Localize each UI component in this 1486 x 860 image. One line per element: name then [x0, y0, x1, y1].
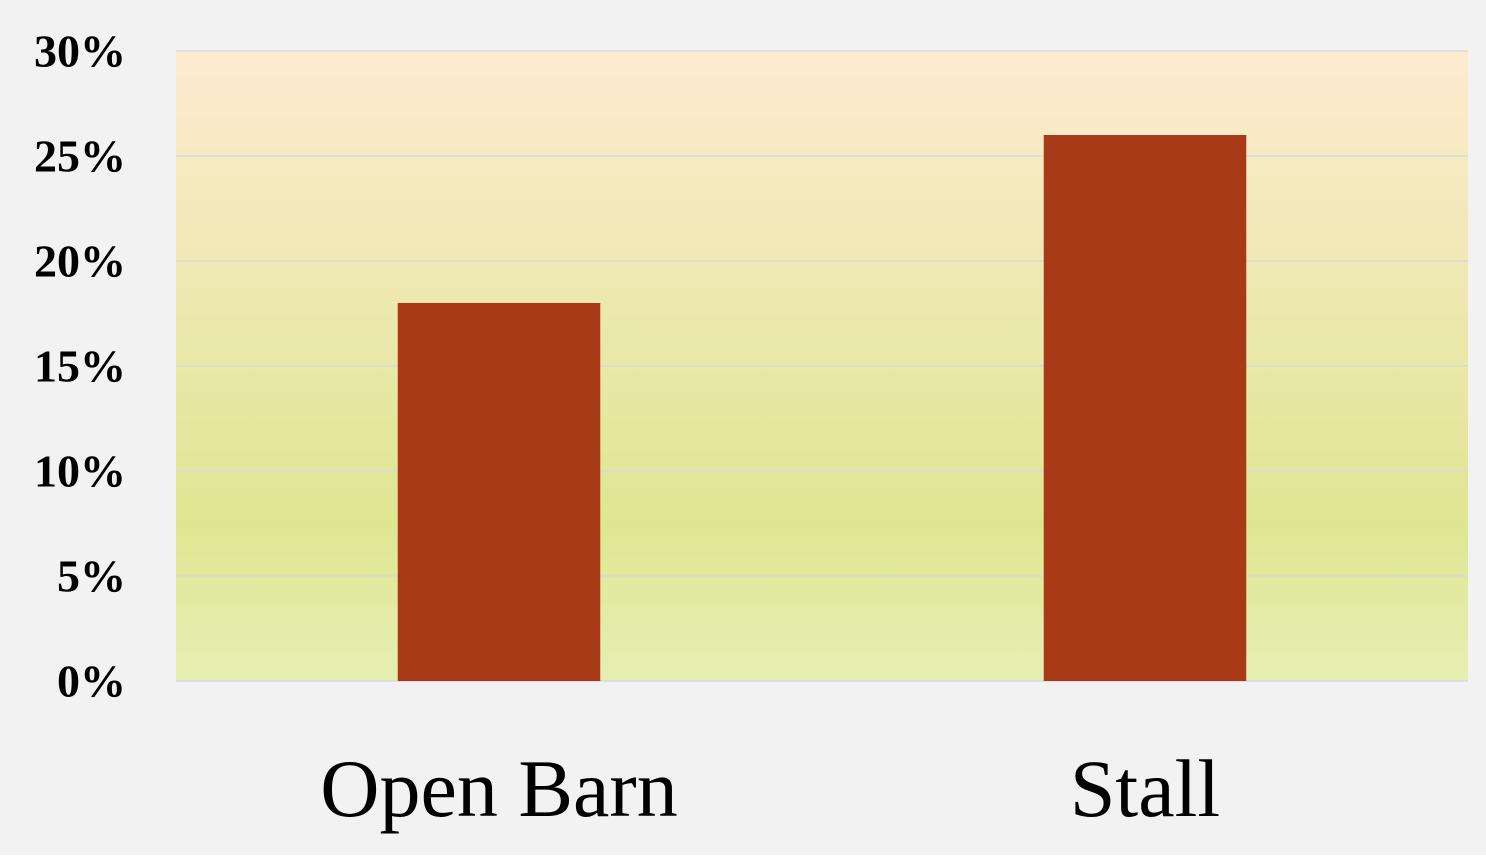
y-tick-label: 20%	[34, 236, 126, 287]
x-category-label: Open Barn	[320, 743, 678, 834]
y-tick-label: 5%	[57, 551, 126, 602]
bars	[397, 135, 1247, 681]
y-tick-label: 30%	[34, 26, 126, 77]
y-tick-label: 0%	[57, 656, 126, 707]
bar-stall	[1043, 135, 1247, 681]
x-category-label: Stall	[1070, 743, 1220, 834]
y-tick-label: 10%	[34, 446, 126, 497]
y-tick-label: 25%	[34, 131, 126, 182]
y-tick-label: 15%	[34, 341, 126, 392]
x-axis-category-labels: Open Barn Stall	[320, 743, 1220, 834]
bar-open-barn	[397, 303, 601, 681]
y-axis-tick-labels: 0% 5% 10% 15% 20% 25% 30%	[34, 26, 126, 707]
gridlines	[176, 50, 1468, 682]
